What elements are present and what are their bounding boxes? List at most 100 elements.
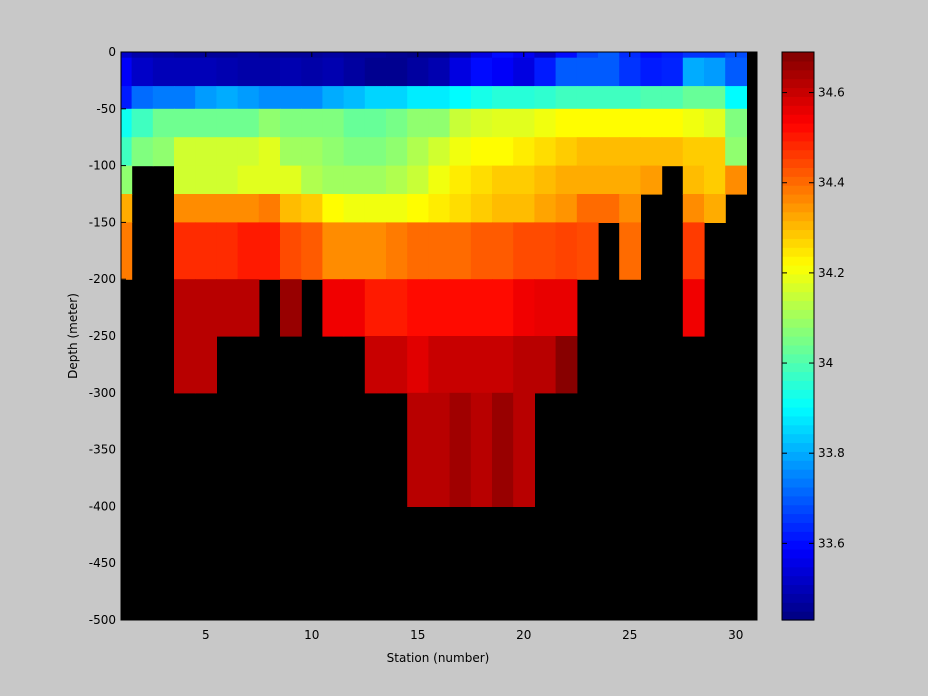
colorbar-step — [782, 344, 814, 355]
colorbar-step — [782, 140, 814, 151]
heatmap-cell — [513, 108, 535, 138]
heatmap-cell — [428, 86, 451, 110]
heatmap-cell — [449, 86, 472, 110]
heatmap-cell — [428, 336, 451, 394]
heatmap-cell — [704, 52, 726, 59]
heatmap-cell — [152, 57, 175, 87]
heatmap-cell — [428, 392, 451, 507]
heatmap-cell — [661, 57, 684, 87]
heatmap-cell — [174, 222, 196, 280]
heatmap-cell — [598, 57, 620, 87]
heatmap-cell — [301, 137, 323, 167]
heatmap-cell — [449, 108, 472, 138]
heatmap-cell — [301, 165, 323, 195]
colorbar-step — [782, 185, 814, 195]
heatmap-cell — [322, 86, 345, 110]
heatmap-cell — [216, 137, 239, 167]
colorbar-step — [782, 211, 814, 222]
heatmap-cell — [386, 336, 408, 394]
heatmap-cell — [237, 194, 260, 223]
heatmap-cell — [661, 108, 684, 138]
heatmap-cell — [322, 165, 345, 195]
heatmap-cell — [534, 336, 557, 394]
heatmap-cell — [322, 137, 345, 167]
heatmap-cell — [619, 194, 641, 223]
heatmap-cell — [343, 165, 366, 195]
colorbar-step — [782, 584, 814, 594]
heatmap-cell — [619, 108, 641, 138]
heatmap-cell — [174, 165, 196, 195]
heatmap-cell — [407, 194, 429, 223]
heatmap-cell — [216, 222, 239, 280]
heatmap-cell — [555, 222, 578, 280]
heatmap-cell — [364, 194, 387, 223]
heatmap-cell — [237, 57, 260, 87]
heatmap-cell — [555, 137, 578, 167]
section-plot-area: 5 10 15 20 25 30 0 -50 -100 -150 -200 -250 -300 -350… — [89, 45, 758, 642]
colorbar-step — [782, 300, 814, 310]
heatmap-cell — [237, 279, 260, 337]
heatmap-cell — [449, 52, 472, 59]
heatmap-cell — [364, 222, 387, 280]
heatmap-cell — [470, 336, 493, 394]
colorbar-tick-label: 34 — [818, 356, 833, 370]
colorbar-step — [782, 478, 814, 488]
y-tick-label: -450 — [89, 556, 116, 570]
heatmap-cell — [555, 52, 578, 59]
heatmap-cell — [364, 336, 387, 394]
colorbar-step — [782, 282, 814, 293]
heatmap-cell — [555, 108, 578, 138]
heatmap-cell — [534, 194, 557, 223]
heatmap-cell — [152, 137, 175, 167]
x-tick-label: 5 — [202, 628, 210, 642]
heatmap-cell — [449, 222, 472, 280]
colorbar-step — [782, 460, 814, 470]
heatmap-cell — [364, 279, 387, 337]
heatmap-cell — [470, 194, 493, 223]
x-tick-label: 20 — [516, 628, 531, 642]
colorbar-step — [782, 336, 814, 346]
heatmap-cell — [555, 279, 578, 337]
heatmap-cell — [704, 137, 726, 167]
heatmap-cell — [121, 108, 133, 138]
heatmap-cell — [343, 52, 366, 59]
heatmap-cell — [534, 222, 557, 280]
heatmap-cell — [492, 165, 514, 195]
colorbar-step — [782, 291, 814, 302]
heatmap-cell — [513, 336, 535, 394]
colorbar: 33.6 33.8 34 34.2 34.4 34.6 — [781, 51, 845, 621]
heatmap-cell — [682, 279, 705, 337]
colorbar-step — [782, 309, 814, 319]
heatmap-cell — [258, 165, 281, 195]
heatmap-cell — [576, 194, 599, 223]
colorbar-step — [782, 265, 814, 275]
heatmap-cell — [492, 137, 514, 167]
colorbar-step — [782, 486, 814, 497]
heatmap-cell — [725, 108, 747, 138]
heatmap-cell — [640, 86, 663, 110]
colorbar-step — [782, 167, 814, 177]
heatmap-cell — [534, 52, 557, 59]
heatmap-cell — [237, 52, 260, 59]
colorbar-tick-label: 33.6 — [818, 536, 845, 550]
heatmap-cell — [704, 86, 726, 110]
heatmap-cell — [280, 222, 302, 280]
colorbar-frame — [781, 51, 815, 621]
heatmap-cell — [513, 137, 535, 167]
heatmap-cell — [195, 86, 217, 110]
y-tick-label: -500 — [89, 613, 116, 627]
heatmap-cell — [470, 279, 493, 337]
colorbar-step — [782, 575, 814, 586]
heatmap-cell — [492, 222, 514, 280]
heatmap-cell — [407, 392, 429, 507]
heatmap-cell — [513, 57, 535, 87]
heatmap-cell — [576, 57, 599, 87]
heatmap-cell — [619, 57, 641, 87]
colorbar-step — [782, 593, 814, 603]
heatmap-cell — [258, 86, 281, 110]
heatmap-cell — [301, 57, 323, 87]
heatmap-cell — [343, 137, 366, 167]
heatmap-cell — [280, 52, 302, 59]
colorbar-step — [782, 362, 814, 373]
